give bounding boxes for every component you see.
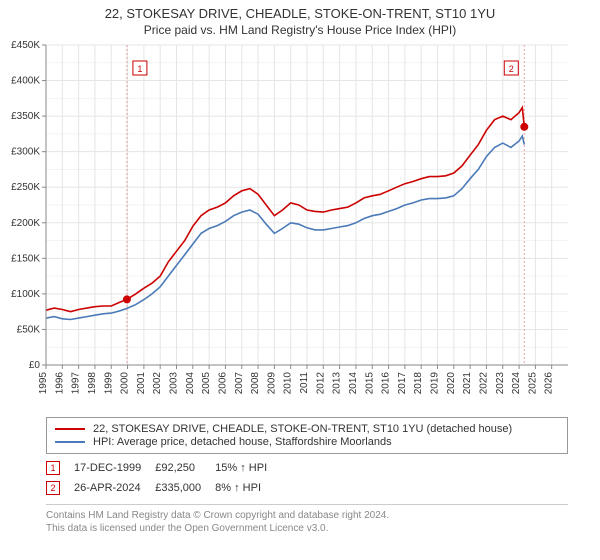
svg-text:£100K: £100K xyxy=(11,289,40,300)
svg-text:2011: 2011 xyxy=(299,372,310,394)
event-date: 26-APR-2024 xyxy=(74,478,155,498)
event-delta: 8% ↑ HPI xyxy=(215,478,281,498)
line-chart: 1 2 £0 £50K £100K £150K £200K £250K £300K £350K £4… xyxy=(0,41,600,411)
svg-text:2006: 2006 xyxy=(217,372,228,395)
footer-line-1: Contains HM Land Registry data © Crown c… xyxy=(46,509,568,522)
event-price: £92,250 xyxy=(155,458,215,478)
svg-text:1999: 1999 xyxy=(103,372,114,395)
svg-text:£0: £0 xyxy=(29,360,41,371)
svg-text:£300K: £300K xyxy=(11,147,40,158)
svg-text:2004: 2004 xyxy=(185,372,196,395)
chart-title: 22, STOKESAY DRIVE, CHEADLE, STOKE-ON-TR… xyxy=(10,6,590,21)
event-date: 17-DEC-1999 xyxy=(74,458,155,478)
legend: 22, STOKESAY DRIVE, CHEADLE, STOKE-ON-TR… xyxy=(46,417,568,454)
chart-subtitle: Price paid vs. HM Land Registry's House … xyxy=(10,23,590,37)
svg-text:2012: 2012 xyxy=(315,372,326,395)
footer-line-2: This data is licensed under the Open Gov… xyxy=(46,522,568,535)
svg-text:2018: 2018 xyxy=(413,372,424,395)
legend-label: HPI: Average price, detached house, Staf… xyxy=(93,436,392,448)
svg-text:2026: 2026 xyxy=(544,372,555,395)
event-marker-icon: 1 xyxy=(46,461,60,475)
svg-text:2023: 2023 xyxy=(495,372,506,395)
svg-text:£250K: £250K xyxy=(11,182,40,193)
svg-text:2021: 2021 xyxy=(462,372,473,395)
svg-text:£50K: £50K xyxy=(17,324,41,335)
event-price: £335,000 xyxy=(155,478,215,498)
svg-text:1995: 1995 xyxy=(38,372,49,395)
svg-text:2001: 2001 xyxy=(136,372,147,395)
svg-text:1998: 1998 xyxy=(87,372,98,395)
legend-swatch xyxy=(55,428,85,430)
legend-item-price_paid: 22, STOKESAY DRIVE, CHEADLE, STOKE-ON-TR… xyxy=(55,423,559,435)
svg-text:2013: 2013 xyxy=(332,372,343,395)
svg-text:2022: 2022 xyxy=(478,372,489,395)
svg-text:1996: 1996 xyxy=(54,372,65,395)
svg-text:2005: 2005 xyxy=(201,372,212,395)
svg-text:2020: 2020 xyxy=(446,372,457,395)
footer: Contains HM Land Registry data © Crown c… xyxy=(46,504,568,535)
svg-text:2010: 2010 xyxy=(283,372,294,395)
svg-text:£400K: £400K xyxy=(11,76,40,87)
svg-text:£450K: £450K xyxy=(11,41,40,51)
svg-text:£200K: £200K xyxy=(11,218,40,229)
svg-text:2000: 2000 xyxy=(120,372,131,395)
svg-text:2025: 2025 xyxy=(527,372,538,395)
legend-label: 22, STOKESAY DRIVE, CHEADLE, STOKE-ON-TR… xyxy=(93,423,512,435)
svg-text:£150K: £150K xyxy=(11,253,40,264)
svg-text:2017: 2017 xyxy=(397,372,408,395)
svg-text:2007: 2007 xyxy=(234,372,245,395)
svg-text:1997: 1997 xyxy=(71,372,82,395)
svg-text:2002: 2002 xyxy=(152,372,163,395)
svg-text:2024: 2024 xyxy=(511,372,522,395)
svg-text:£350K: £350K xyxy=(11,111,40,122)
legend-swatch xyxy=(55,441,85,443)
event-delta: 15% ↑ HPI xyxy=(215,458,281,478)
event-row: 1 17-DEC-1999£92,25015% ↑ HPI xyxy=(46,458,281,478)
svg-text:2015: 2015 xyxy=(364,372,375,395)
event-marker-icon: 2 xyxy=(46,481,60,495)
svg-text:1: 1 xyxy=(137,64,142,74)
legend-item-hpi: HPI: Average price, detached house, Staf… xyxy=(55,436,559,448)
svg-text:2009: 2009 xyxy=(266,372,277,395)
svg-text:2014: 2014 xyxy=(348,372,359,395)
svg-text:2003: 2003 xyxy=(169,372,180,395)
event-table: 1 17-DEC-1999£92,25015% ↑ HPI 2 26-APR-2024… xyxy=(46,458,281,498)
svg-text:2008: 2008 xyxy=(250,372,261,395)
svg-text:2: 2 xyxy=(509,64,514,74)
chart-area: 1 2 £0 £50K £100K £150K £200K £250K £300K £350K £4… xyxy=(0,41,600,411)
svg-text:2016: 2016 xyxy=(381,372,392,395)
event-row: 2 26-APR-2024£335,0008% ↑ HPI xyxy=(46,478,281,498)
svg-text:2019: 2019 xyxy=(430,372,441,395)
